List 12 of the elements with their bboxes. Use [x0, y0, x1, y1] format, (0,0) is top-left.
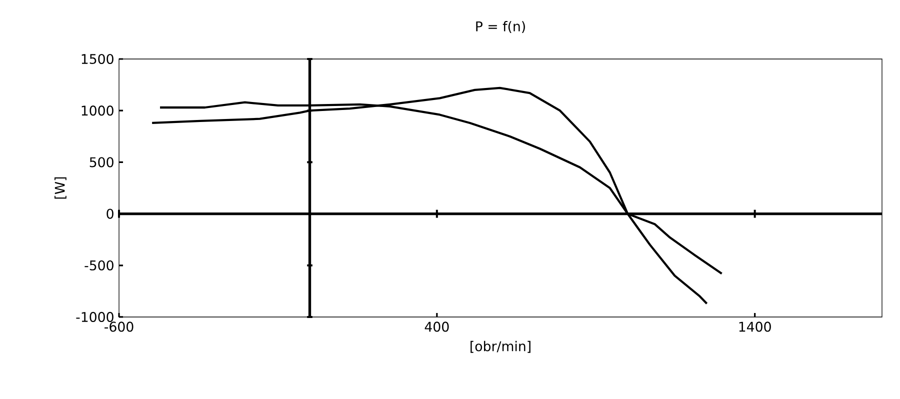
y-axis-title: [W]	[54, 177, 66, 199]
y-tick-label: -500	[84, 260, 114, 270]
y-tick-label: 1000	[82, 106, 114, 116]
x-axis-title: [obr/min]	[470, 340, 530, 353]
y-tick-label: -1000	[76, 312, 114, 322]
chart-title: P = f(n)	[476, 21, 525, 33]
y-tick-label: 500	[90, 157, 114, 168]
x-tick-label: 400	[424, 322, 449, 332]
y-tick-label: 0	[106, 208, 114, 219]
y-tick-label: 1500	[82, 54, 114, 64]
x-tick-label: 1400	[739, 322, 771, 332]
x-tick-label: -600	[104, 322, 134, 332]
